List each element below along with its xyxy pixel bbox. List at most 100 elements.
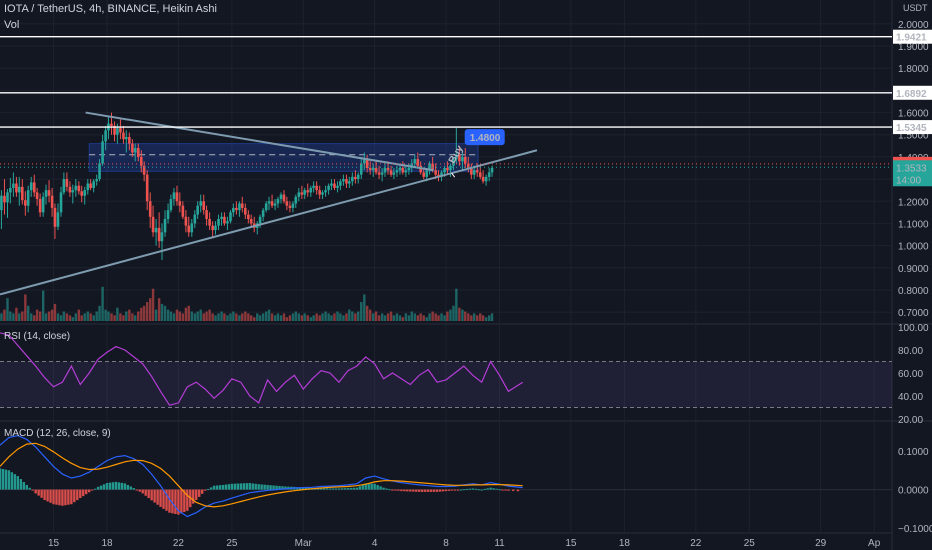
time-tick-label: 18	[101, 538, 113, 549]
signal-line	[0, 442, 523, 508]
price-tick-label: 0.9000	[898, 264, 929, 275]
macd-histogram-bar	[376, 485, 379, 490]
volume-bar	[455, 288, 458, 321]
volume-bar	[0, 313, 3, 321]
candle-body	[478, 172, 482, 177]
volume-bar	[187, 305, 190, 321]
volume-bar	[145, 302, 149, 321]
macd-histogram-bar	[447, 489, 451, 491]
candle-body	[154, 227, 158, 233]
candle-body	[35, 192, 39, 200]
candle-body	[395, 170, 399, 173]
symbol-title[interactable]: IOTA / TetherUS, 4h, BINANCE, Heikin Ash…	[4, 3, 217, 15]
volume-bar	[306, 315, 309, 321]
volume-bar	[104, 309, 107, 321]
candle-body	[339, 181, 342, 186]
volume-bar	[83, 313, 86, 321]
volume-bar	[140, 307, 143, 321]
candle-body	[455, 154, 458, 160]
rsi-tick-label: 100.00	[898, 323, 929, 334]
candle-body	[419, 165, 422, 173]
macd-histogram-bar	[379, 486, 382, 490]
macd-histogram-bar	[248, 483, 251, 490]
candle-body	[47, 190, 51, 196]
volume-bar	[407, 315, 411, 321]
macd-histogram-bar	[483, 488, 486, 490]
volume-bar	[470, 315, 473, 321]
volume-bar	[21, 311, 24, 321]
volume-bar	[119, 313, 122, 321]
volume-bar	[467, 313, 470, 321]
candle-body	[484, 176, 488, 182]
macd-histogram-bar	[70, 489, 73, 505]
macd-histogram-bar	[195, 489, 198, 500]
macd-histogram-bar	[55, 489, 58, 505]
rsi-legend[interactable]: RSI (14, close)	[4, 331, 71, 342]
volume-bar	[184, 307, 188, 321]
macd-legend[interactable]: MACD (12, 26, close, 9)	[4, 428, 111, 439]
candle-body	[62, 179, 66, 193]
volume-bar	[300, 315, 304, 321]
candle-body	[249, 219, 253, 224]
time-tick-label: Ap	[868, 538, 881, 549]
macd-histogram-bar	[88, 489, 91, 493]
candle-body	[291, 203, 295, 208]
volume-bar	[425, 317, 428, 321]
candle-body	[74, 185, 78, 191]
macd-histogram-bar	[105, 483, 109, 490]
candle-body	[407, 168, 411, 171]
volume-bar	[273, 315, 277, 321]
macd-histogram-bar	[349, 487, 353, 490]
macd-histogram-bar	[212, 485, 216, 490]
macd-histogram-bar	[269, 485, 272, 490]
candle-body	[21, 186, 24, 201]
volume-bar	[285, 317, 289, 321]
volume-bar	[416, 315, 420, 321]
macd-histogram-bar	[67, 489, 70, 505]
buy-target-tag	[464, 129, 505, 146]
volume-bar	[312, 315, 315, 321]
candle-body	[321, 192, 324, 195]
volume-legend[interactable]: Vol	[4, 19, 20, 31]
candle-body	[416, 159, 420, 166]
candle-body	[29, 182, 33, 191]
price-tick-label: 0.7000	[898, 308, 929, 319]
macd-histogram-bar	[73, 489, 76, 503]
macd-histogram-bar	[236, 483, 240, 490]
macd-histogram-bar	[1, 469, 5, 490]
candle-body	[181, 205, 185, 217]
macd-histogram-bar	[397, 489, 400, 491]
volume-bar	[202, 313, 205, 321]
volume-bar	[383, 315, 387, 321]
candle-body	[345, 179, 348, 184]
macd-histogram-bar	[441, 489, 445, 492]
candle-body	[235, 207, 238, 211]
time-tick-label: 11	[494, 538, 505, 549]
macd-histogram-bar	[322, 488, 326, 490]
candle-body	[463, 156, 467, 164]
macd-histogram-bar	[4, 469, 8, 490]
macd-histogram-bar	[394, 489, 397, 491]
macd-histogram-bar	[325, 488, 329, 490]
volume-bar	[9, 311, 12, 321]
volume-bar	[101, 286, 104, 321]
macd-histogram-bar	[233, 483, 237, 490]
volume-bar	[244, 311, 247, 321]
level-label-bg	[893, 85, 932, 100]
macd-histogram-bar	[34, 489, 37, 494]
volume-bar	[363, 294, 366, 321]
volume-bar	[487, 315, 491, 321]
volume-bar	[128, 309, 131, 321]
candle-body	[258, 216, 262, 224]
time-tick-label: 8	[443, 538, 449, 549]
volume-bar	[18, 313, 21, 321]
macd-histogram-bar	[462, 489, 466, 491]
volume-bar	[137, 311, 140, 321]
candle-body	[422, 172, 425, 177]
candle-body	[101, 141, 104, 164]
macd-histogram-bar	[456, 489, 460, 491]
macd-histogram-bar	[453, 489, 457, 491]
volume-bar	[3, 309, 6, 321]
candle-body	[318, 190, 321, 195]
